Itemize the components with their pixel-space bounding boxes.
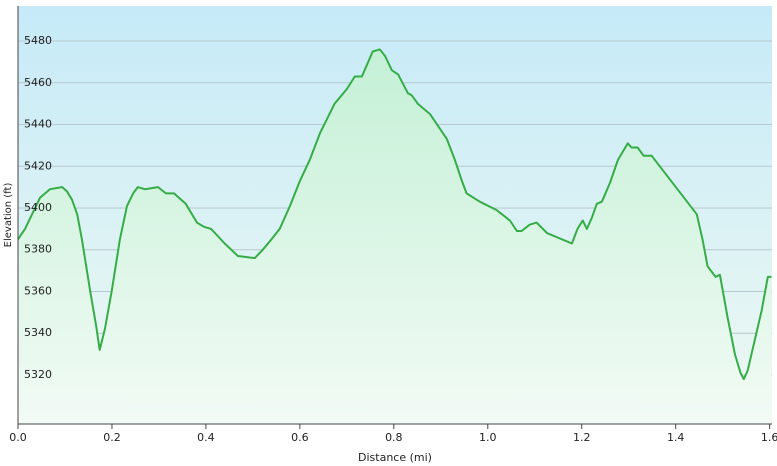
x-tick-label: 0.8 [385,431,403,444]
y-tick-label: 5340 [24,326,52,339]
x-axis-label: Distance (mi) [358,451,432,464]
y-tick-label: 5460 [24,76,52,89]
y-tick-label: 5400 [24,201,52,214]
y-tick-label: 5440 [24,118,52,131]
area [18,49,772,425]
y-tick-label: 5380 [24,243,52,256]
y-tick-label: 5320 [24,368,52,381]
line [17,48,772,381]
y-axis-label: Elevation (ft) [3,183,14,248]
x-tick-label: 0.4 [197,431,215,444]
plot [17,48,772,425]
y-tick-label: 5360 [24,284,52,297]
x-tick-label: 0.0 [9,431,27,444]
x-tick-label: 0.2 [103,431,121,444]
x-tick-label: 1.0 [479,431,497,444]
x-tick-label: 1.2 [573,431,591,444]
x-tick-label: 1.6 [761,431,777,444]
x-tick-label: 1.4 [667,431,685,444]
x-tick-label: 0.6 [291,431,309,444]
y-tick-label: 5420 [24,159,52,172]
y-tick-label: 5480 [24,34,52,47]
